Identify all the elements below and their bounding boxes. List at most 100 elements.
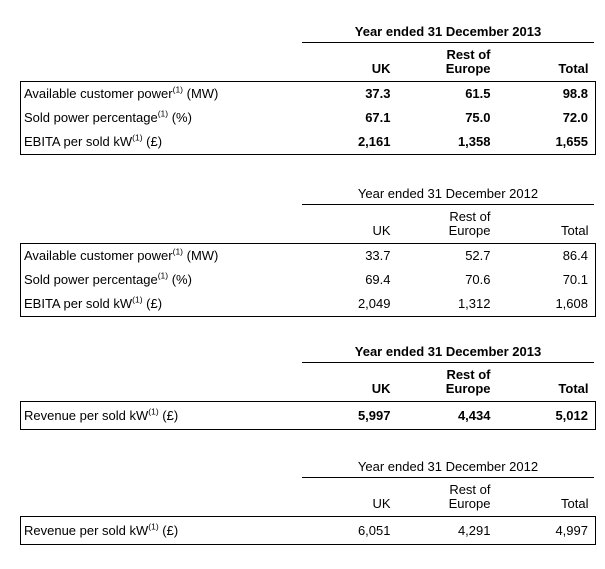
table-row: EBITA per sold kW(1) (£) 2,049 1,312 1,6… [20,292,596,317]
value-uk: 69.4 [365,272,391,287]
value-total: 1,608 [497,292,596,317]
value-europe: 1,358 [397,130,498,155]
column-header-rest-of: Rest of [446,367,491,382]
period-header-label: Year ended 31 December 2013 [354,24,542,39]
column-header-rest-of-europe: Rest of Europe [398,478,498,517]
row-label-text: EBITA per sold kW [24,134,133,149]
row-label: Available customer power(1) (MW) [20,81,303,106]
row-label-unit: (MW) [183,86,219,101]
period-header: Year ended 31 December 2013 [302,24,594,43]
row-label-text: Sold power percentage [24,110,158,125]
table-revenue-2013: Year ended 31 December 2013 UK Rest of Eu… [20,344,596,430]
column-header-rest-of: Rest of [449,482,491,497]
table-row: Sold power percentage(1) (%) 67.1 75.0 7… [20,106,596,130]
footnote-marker: (1) [132,294,143,305]
period-header-label: Year ended 31 December 2012 [357,459,539,474]
table-row: Available customer power(1) (MW) 33.7 52… [20,243,596,268]
column-header-europe: Europe [448,496,491,511]
column-header-total: Total [561,223,589,238]
value-total: 1,655 [497,130,596,155]
table-row: Revenue per sold kW(1) (£) 6,051 4,291 4… [20,516,596,545]
value-uk: 33.7 [302,243,398,268]
value-europe: 70.6 [465,272,491,287]
table-row: Revenue per sold kW(1) (£) 5,997 4,434 5… [20,401,596,430]
value-europe: 4,434 [397,401,498,430]
footnote-marker: (1) [157,270,169,281]
value-uk: 2,161 [302,130,398,155]
period-header: Year ended 31 December 2013 [302,344,594,363]
column-header-rest-of-europe: Rest of Europe [398,363,498,402]
column-header-empty [21,205,303,244]
column-header-row: UK Rest of Europe Total [21,43,596,82]
row-label-unit: (£) [158,408,179,423]
footnote-marker: (1) [157,108,169,119]
value-total: 86.4 [497,243,596,268]
value-total: 4,997 [497,516,596,545]
column-header-uk: UK [371,61,391,76]
table-kpi-2013: Year ended 31 December 2013 UK Rest of Eu… [20,24,596,155]
revenue-table-2012: UK Rest of Europe Total Revenue per sold … [20,478,596,545]
kpi-table-2013: UK Rest of Europe Total Available custome… [20,43,596,155]
kpi-table-2012: UK Rest of Europe Total Available custome… [20,205,596,317]
value-europe: 4,291 [397,516,498,545]
row-label-unit: (£) [142,296,163,311]
row-label-unit: (%) [168,110,192,125]
column-header-row: UK Rest of Europe Total [21,363,596,402]
footnote-marker: (1) [172,84,184,95]
value-uk: 5,997 [302,401,398,430]
footnote-marker: (1) [172,246,184,257]
column-header-europe: Europe [448,223,491,238]
row-label: Revenue per sold kW(1) (£) [20,401,303,430]
row-label-unit: (MW) [183,248,219,263]
table-row: Sold power percentage(1) (%) 69.4 70.6 7… [20,268,596,292]
value-europe: 52.7 [397,243,498,268]
value-europe: 1,312 [397,292,498,317]
column-header-empty [21,478,303,517]
value-europe: 75.0 [465,110,491,125]
column-header-uk: UK [371,381,391,396]
column-header-rest-of-europe: Rest of Europe [398,205,498,244]
row-label-text: EBITA per sold kW [24,296,133,311]
footnote-marker: (1) [148,406,159,417]
column-header-total: Total [558,61,589,76]
row-label-text: Sold power percentage [24,272,158,287]
row-label-text: Revenue per sold kW [24,523,149,538]
value-total: 70.1 [497,268,596,292]
column-header-rest-of: Rest of [446,47,491,62]
column-header-empty [21,363,303,402]
row-label: EBITA per sold kW(1) (£) [20,130,303,155]
row-label: Sold power percentage(1) (%) [20,268,303,292]
column-header-row: UK Rest of Europe Total [21,478,596,517]
row-label-text: Revenue per sold kW [24,408,149,423]
value-uk: 6,051 [302,516,398,545]
value-total: 98.8 [497,81,596,106]
row-label: EBITA per sold kW(1) (£) [20,292,303,317]
row-label: Sold power percentage(1) (%) [20,106,303,130]
row-label: Revenue per sold kW(1) (£) [20,516,303,545]
row-label-text: Available customer power [24,248,173,263]
row-label-unit: (%) [168,272,192,287]
period-header: Year ended 31 December 2012 [302,459,594,478]
period-header: Year ended 31 December 2012 [302,186,594,205]
column-header-europe: Europe [445,381,491,396]
value-total: 72.0 [497,106,596,130]
row-label-text: Available customer power [24,86,173,101]
footnote-marker: (1) [148,521,159,532]
period-header-label: Year ended 31 December 2012 [357,186,539,201]
table-kpi-2012: Year ended 31 December 2012 UK Rest of Eu… [20,186,596,317]
table-revenue-2012: Year ended 31 December 2012 UK Rest of Eu… [20,459,596,545]
value-total: 5,012 [497,401,596,430]
period-header-label: Year ended 31 December 2013 [354,344,542,359]
column-header-rest-of-europe: Rest of Europe [398,43,498,82]
table-row: Available customer power(1) (MW) 37.3 61… [20,81,596,106]
revenue-table-2013: UK Rest of Europe Total Revenue per sold … [20,363,596,430]
column-header-row: UK Rest of Europe Total [21,205,596,244]
report-page: Year ended 31 December 2013 UK Rest of Eu… [0,24,605,569]
table-row: EBITA per sold kW(1) (£) 2,161 1,358 1,6… [20,130,596,155]
value-uk: 67.1 [365,110,391,125]
value-uk: 2,049 [302,292,398,317]
row-label-unit: (£) [142,134,163,149]
value-uk: 37.3 [302,81,398,106]
column-header-empty [21,43,303,82]
column-header-uk: UK [372,223,391,238]
